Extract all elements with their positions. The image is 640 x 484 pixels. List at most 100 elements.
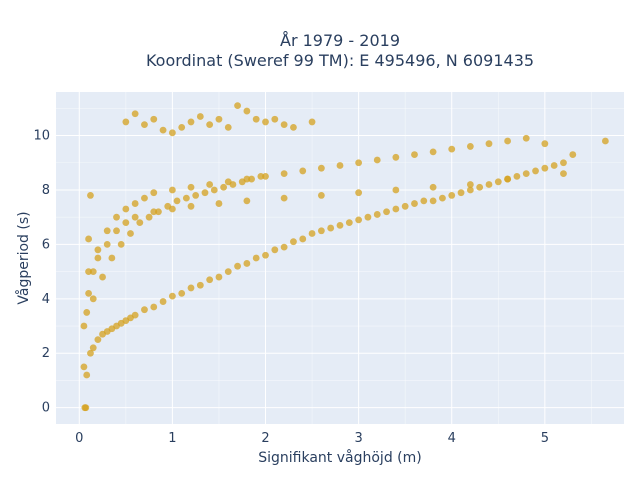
data-point	[392, 205, 400, 213]
data-point	[336, 221, 344, 229]
data-point	[159, 126, 167, 134]
data-point	[113, 227, 120, 235]
x-tick-label: 2	[261, 431, 269, 446]
data-point	[196, 281, 204, 289]
data-point	[504, 175, 512, 183]
data-point	[87, 349, 94, 357]
data-point	[178, 123, 186, 131]
data-point	[131, 311, 139, 319]
data-point	[262, 251, 269, 259]
data-point	[271, 246, 279, 254]
data-point	[317, 164, 325, 172]
data-point	[87, 192, 94, 199]
data-point	[373, 156, 381, 164]
y-tick-label: 8	[42, 183, 50, 198]
data-point	[108, 254, 116, 262]
data-point	[103, 227, 111, 235]
data-point	[150, 208, 158, 216]
plot-area	[56, 92, 624, 424]
data-point	[522, 134, 530, 142]
data-point	[541, 140, 549, 148]
y-axis-label: Vågperiod (s)	[15, 211, 32, 304]
data-point	[85, 289, 92, 297]
data-point	[299, 167, 307, 175]
data-point	[187, 183, 195, 191]
data-point	[355, 159, 363, 167]
x-axis-label: Signifikant våghöjd (m)	[258, 449, 421, 466]
data-point	[127, 230, 134, 237]
data-point	[234, 262, 241, 270]
data-point	[317, 192, 325, 199]
data-point	[145, 213, 153, 221]
data-point	[280, 194, 288, 202]
data-point	[210, 186, 218, 194]
data-point	[206, 181, 214, 188]
data-point	[178, 289, 186, 297]
data-point	[234, 102, 241, 110]
data-point	[89, 295, 97, 303]
data-point	[308, 118, 316, 126]
data-point	[122, 205, 130, 213]
points-layer	[80, 102, 609, 412]
data-point	[82, 404, 90, 412]
data-point	[429, 183, 437, 191]
data-point	[117, 240, 125, 248]
data-point	[317, 227, 325, 235]
data-point	[85, 268, 92, 276]
data-point	[141, 194, 148, 202]
data-point	[299, 235, 307, 243]
data-point	[290, 238, 297, 246]
data-point	[411, 200, 418, 207]
data-point	[83, 309, 91, 316]
data-point	[196, 113, 204, 120]
data-point	[187, 118, 195, 126]
data-point	[262, 172, 269, 180]
x-tick-label: 1	[168, 431, 176, 446]
data-point	[252, 254, 260, 262]
data-point	[94, 254, 102, 262]
data-point	[327, 224, 335, 232]
data-point	[257, 172, 265, 180]
data-point	[601, 137, 609, 145]
data-point	[290, 123, 297, 131]
data-point	[80, 322, 88, 330]
x-tick-label: 4	[448, 431, 456, 446]
data-point	[383, 208, 390, 216]
data-point	[494, 178, 502, 186]
data-point	[271, 115, 279, 123]
data-point	[373, 211, 381, 218]
data-point	[89, 344, 97, 352]
data-point	[94, 336, 102, 344]
y-tick-label: 6	[42, 237, 50, 252]
data-point	[429, 197, 437, 205]
data-point	[85, 235, 92, 243]
y-tick-label: 4	[42, 292, 50, 307]
data-point	[476, 183, 484, 191]
data-point	[243, 107, 251, 115]
data-point	[560, 159, 567, 167]
data-point	[136, 219, 144, 227]
data-point	[466, 143, 474, 150]
data-point	[569, 151, 577, 158]
data-point	[215, 273, 223, 281]
data-point	[238, 178, 246, 186]
data-point	[252, 115, 260, 123]
data-point	[457, 189, 465, 197]
data-point	[448, 145, 456, 153]
data-point	[168, 205, 176, 213]
data-point	[182, 194, 190, 202]
data-point	[173, 197, 181, 205]
data-point	[83, 371, 91, 379]
data-point	[131, 110, 139, 118]
data-point	[522, 170, 530, 178]
data-point	[345, 219, 353, 227]
data-point	[411, 151, 418, 158]
data-point	[466, 181, 474, 188]
data-point	[150, 189, 158, 197]
data-point	[150, 303, 158, 311]
data-point	[80, 363, 88, 371]
data-point	[541, 164, 549, 172]
x-tick-label: 5	[541, 431, 549, 446]
